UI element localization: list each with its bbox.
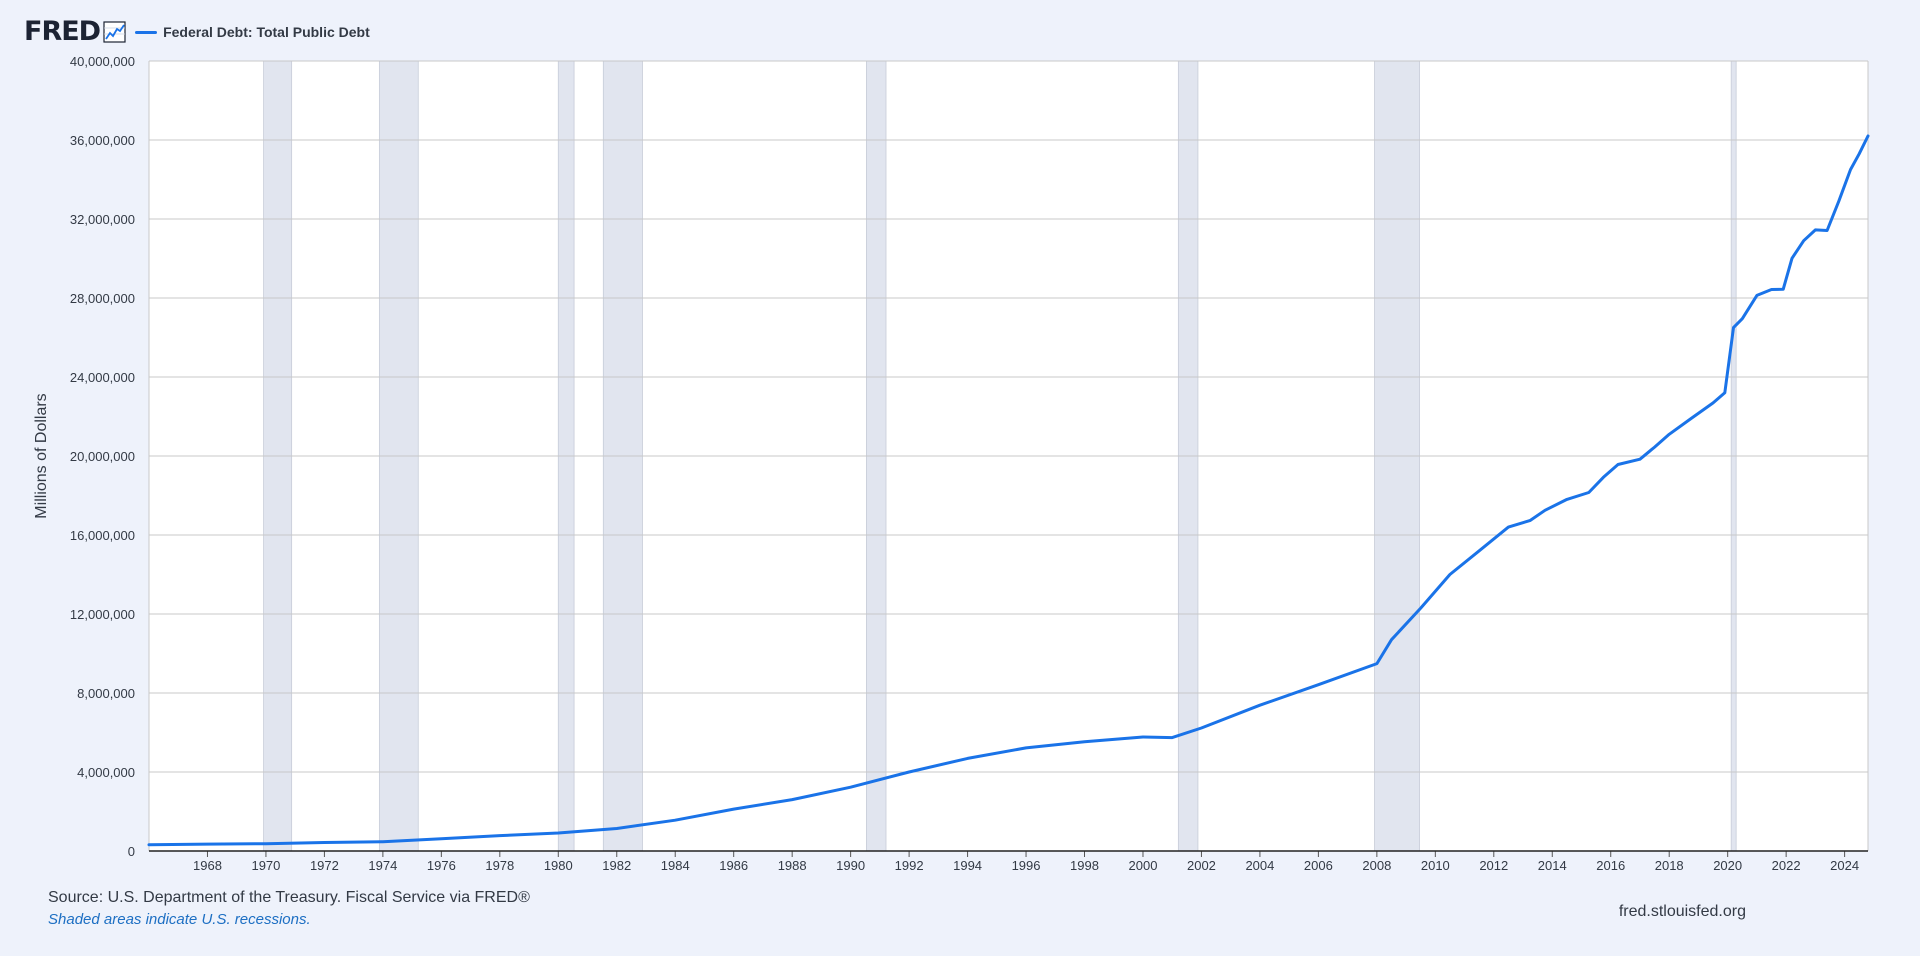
legend-series-swatch [135, 30, 158, 34]
x-tick-label: 1998 [1070, 858, 1099, 873]
x-tick-label: 1990 [836, 858, 865, 873]
chart-legend[interactable]: Federal Debt: Total Public Debt [135, 24, 370, 40]
x-tick-label: 2016 [1596, 858, 1625, 873]
x-tick-label: 2024 [1830, 858, 1859, 873]
x-tick-label: 2022 [1772, 858, 1801, 873]
y-axis-ticks: 0 4,000,000 8,000,000 12,000,000 16,000,000 2… [70, 54, 135, 859]
y-tick-label: 28,000,000 [70, 291, 135, 306]
x-tick-label: 1974 [368, 858, 397, 873]
y-tick-label: 24,000,000 [70, 370, 135, 385]
y-tick-label: 8,000,000 [77, 686, 135, 701]
trend-line-chart-icon [103, 21, 126, 43]
recession-note: Shaded areas indicate U.S. recessions. [48, 911, 311, 928]
x-tick-label: 2014 [1538, 858, 1567, 873]
x-tick-label: 1984 [661, 858, 690, 873]
x-tick-label: 2006 [1304, 858, 1333, 873]
x-tick-label: 1978 [485, 858, 514, 873]
y-tick-label: 12,000,000 [70, 607, 135, 622]
x-tick-label: 2010 [1421, 858, 1450, 873]
y-axis-label: Millions of Dollars [33, 393, 50, 518]
x-tick-label: 1986 [719, 858, 748, 873]
y-tick-label: 20,000,000 [70, 449, 135, 464]
fred-brand: FRED Federal Debt: Total Public Debt [24, 18, 370, 46]
x-tick-label: 2004 [1245, 858, 1274, 873]
x-tick-label: 2008 [1362, 858, 1391, 873]
x-axis-ticks: 1968 1970 1972 1974 1976 1978 1980 1982 1984 1986… [193, 851, 1859, 873]
x-tick-label: 1996 [1012, 858, 1041, 873]
y-tick-label: 36,000,000 [70, 133, 135, 148]
x-tick-label: 1982 [602, 858, 631, 873]
x-tick-label: 1988 [778, 858, 807, 873]
y-tick-label: 40,000,000 [70, 54, 135, 69]
series-line-federal-debt[interactable] [147, 134, 1870, 847]
x-tick-label: 2018 [1655, 858, 1684, 873]
x-tick-label: 1970 [251, 858, 280, 873]
y-tick-label: 0 [128, 844, 135, 859]
y-tick-label: 32,000,000 [70, 212, 135, 227]
x-tick-label: 1972 [310, 858, 339, 873]
x-tick-label: 2012 [1479, 858, 1508, 873]
site-link[interactable]: fred.stlouisfed.org [1618, 903, 1746, 920]
x-tick-label: 1992 [895, 858, 924, 873]
source-text: Source: U.S. Department of the Treasury.… [48, 889, 530, 906]
legend-series-label: Federal Debt: Total Public Debt [163, 24, 370, 40]
fred-logo: FRED [24, 16, 101, 47]
gridlines [148, 60, 1869, 852]
x-tick-label: 1994 [953, 858, 982, 873]
x-tick-label: 2000 [1129, 858, 1158, 873]
x-tick-label: 1968 [193, 858, 222, 873]
x-tick-label: 2020 [1713, 858, 1742, 873]
x-tick-label: 1976 [427, 858, 456, 873]
x-tick-label: 1980 [544, 858, 573, 873]
x-tick-label: 2002 [1187, 858, 1216, 873]
y-tick-label: 16,000,000 [70, 528, 135, 543]
y-tick-label: 4,000,000 [77, 765, 135, 780]
